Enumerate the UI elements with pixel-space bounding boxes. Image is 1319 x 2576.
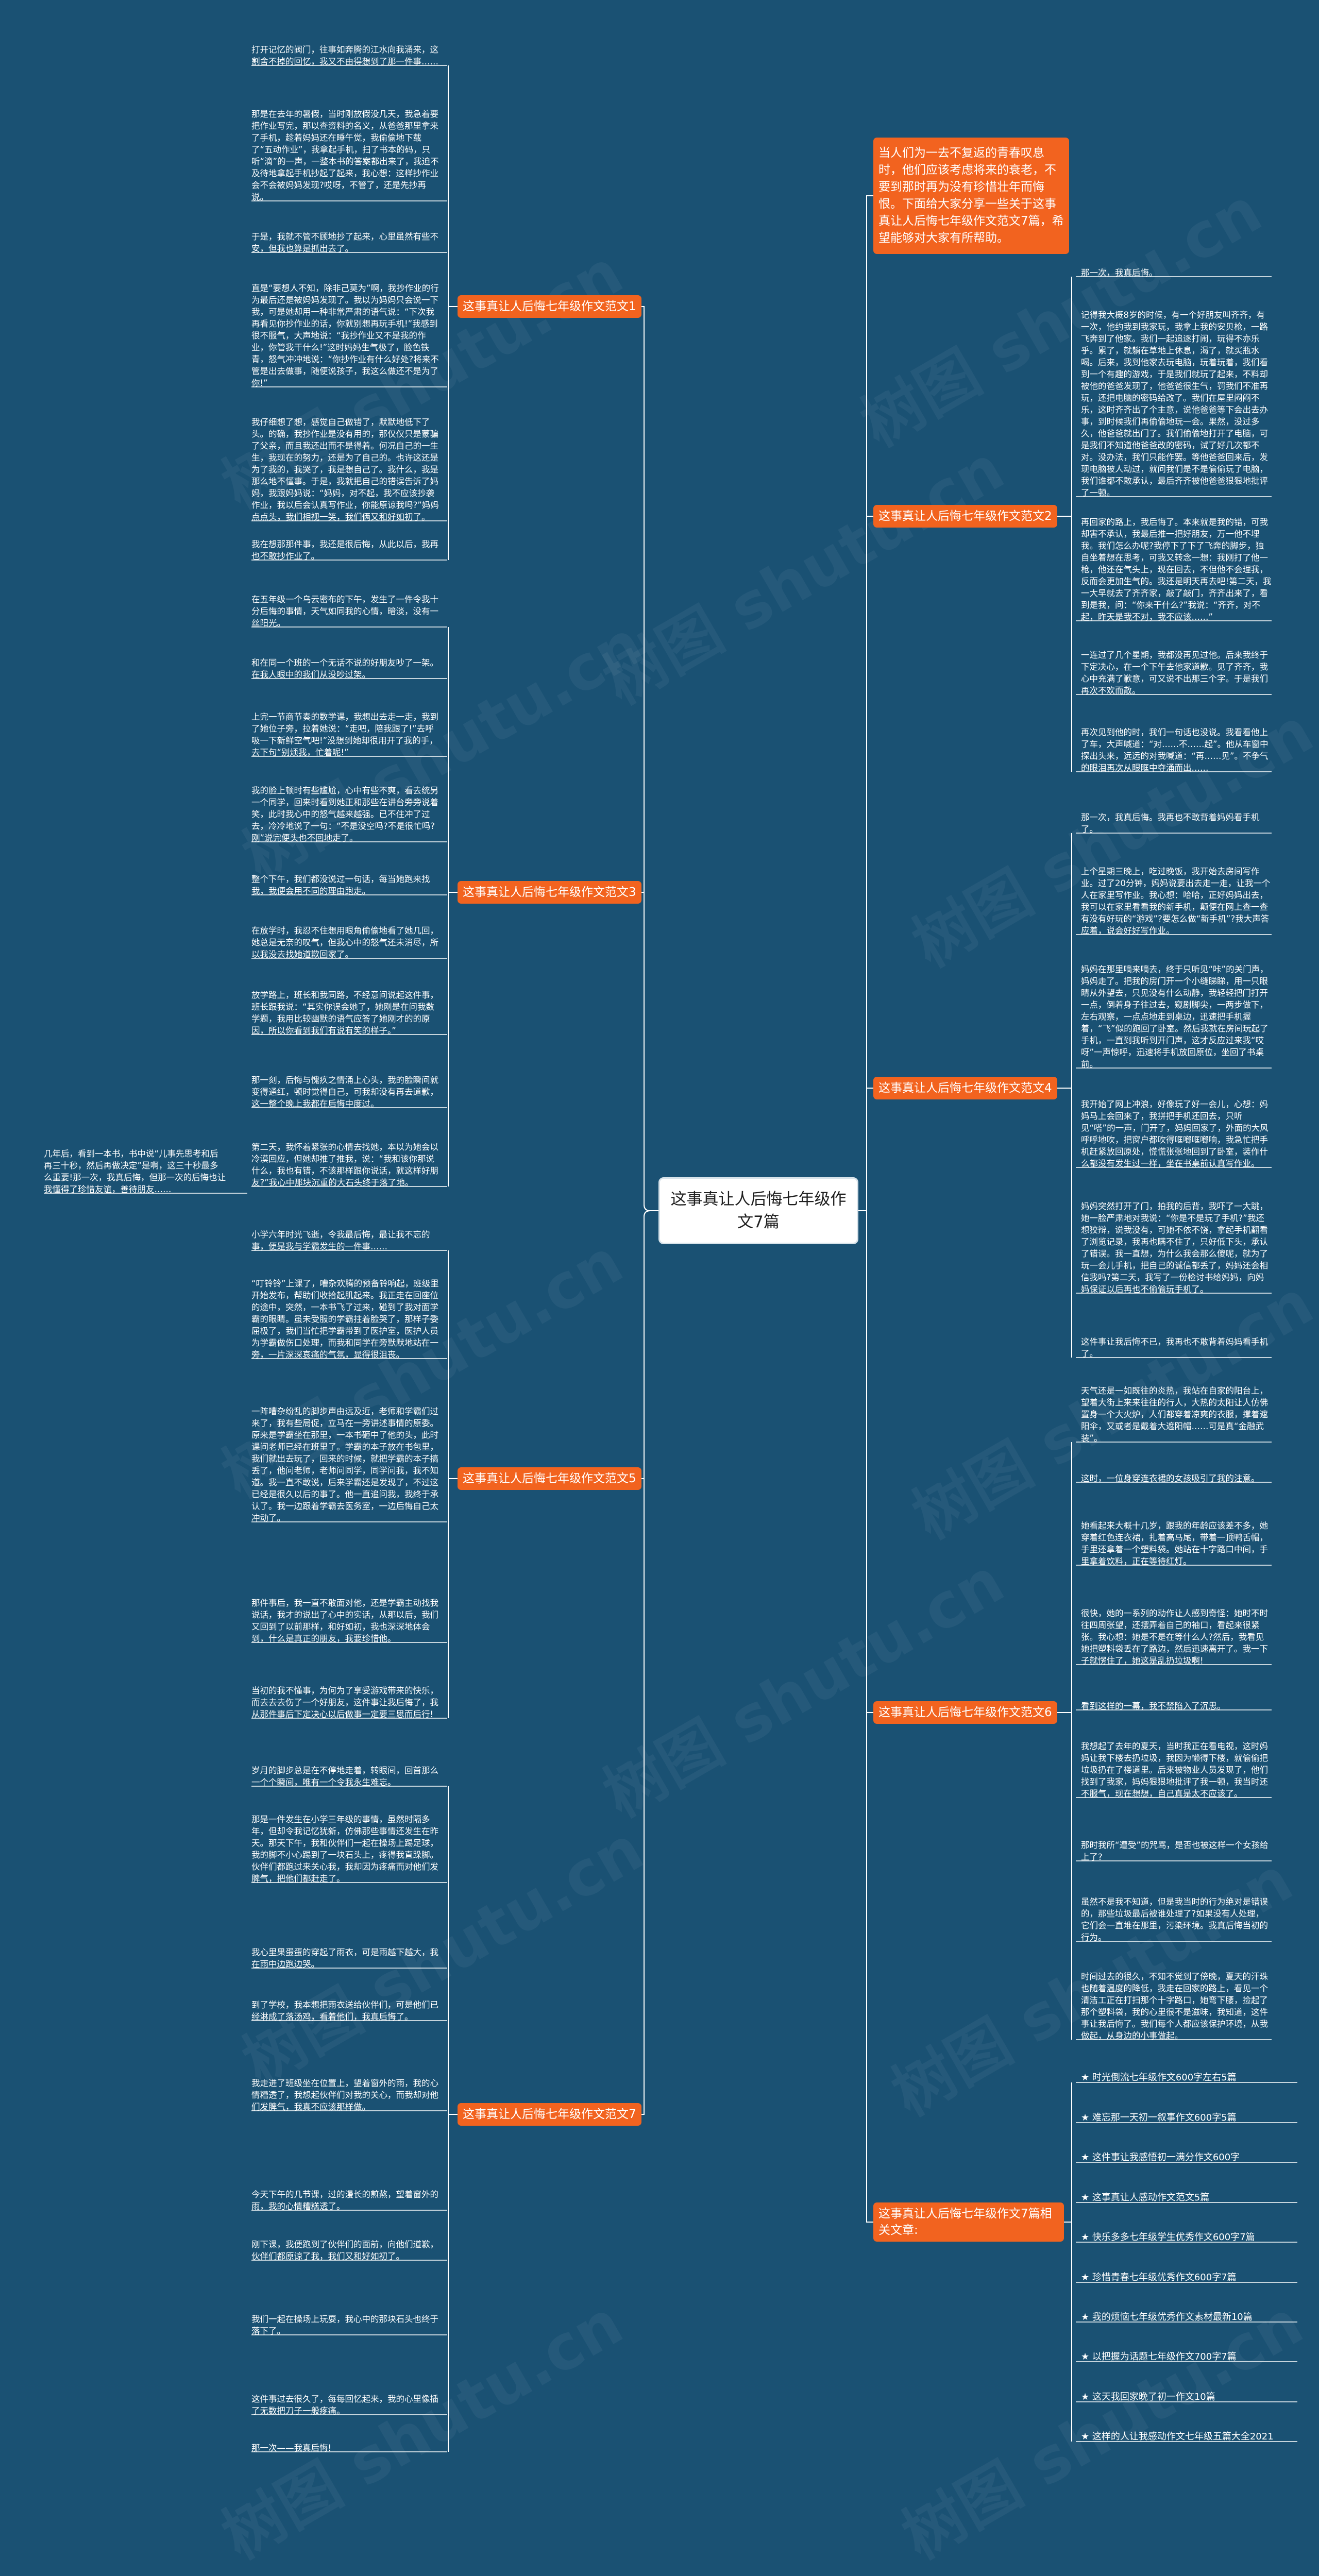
connector-line — [641, 892, 658, 1211]
connector-lines — [44, 65, 1297, 2452]
leaf-text: 那一刻，后悔与愧疚之情涌上心头，我的脸瞬间就变得通红，顿时觉得自己，可我却没有再… — [251, 1075, 438, 1109]
leaf-text: 我仔细想了想，感觉自己做错了，默默地低下了头。的确，我抄作业是没有用的，那仅仅只… — [251, 417, 439, 522]
leaf-text: 到了学校，我本想把雨衣送给伙伴们，可是他们已经淋成了落汤鸡，看着他们，我真后悔了… — [251, 2000, 438, 2022]
branch-essay-4[interactable]: 这事真让人后悔七年级作文范文4 — [873, 1077, 1057, 1099]
connector-line — [858, 516, 873, 1211]
leaf-text: 一连过了几个星期，我都没再见过他。后来我终于下定决心，在一个下午去他家道歉。见了… — [1081, 650, 1268, 696]
leaf-text: 很快，她的一系列的动作让人感到奇怪：她时不时往四周张望，还摆弄着自己的袖口，看起… — [1081, 1608, 1268, 1666]
leaf-text: 这时，一位身穿连衣裙的女孩吸引了我的注意。 — [1081, 1473, 1260, 1483]
leaf-text: 那一次，我真后悔。 — [1081, 268, 1158, 278]
leaf-text: 再回家的路上，我后悔了。本来就是我的错，可我却害不承认，我最后推一把好朋友，万一… — [1081, 517, 1272, 622]
related-article-link[interactable]: ★ 以把握为话题七年级作文700字7篇 — [1081, 2351, 1237, 2362]
root-topic[interactable]: 这事真让人后悔七年级作文7篇 — [658, 1177, 858, 1244]
leaf-text: 她看起来大概十几岁，跟我的年龄应该差不多，她穿着红色连衣裙，扎着高马尾，带着一顶… — [1081, 1521, 1268, 1566]
leaf-text: 和在同一个班的一个无话不说的好朋友吵了一架。在我人眼中的我们从没吵过架。 — [251, 658, 438, 680]
leaf-text: 我开始了网上冲浪，好像玩了好一会儿，心想：妈妈马上会回来了，我拼把手机还回去，只… — [1081, 1099, 1269, 1168]
branch-essay-2[interactable]: 这事真让人后悔七年级作文范文2 — [873, 505, 1057, 528]
branch-essay-1[interactable]: 这事真让人后悔七年级作文范文1 — [458, 295, 641, 318]
related-article-link[interactable]: ★ 这样的人让我感动作文七年级五篇大全2021 — [1081, 2431, 1274, 2442]
leaf-text: 在五年级一个乌云密布的下午，发生了一件令我十分后悔的事情，天气如同我的心情，暗淡… — [251, 595, 438, 628]
leaf-text: 在放学时，我忍不住想用眼角偷偷地看了她几回，她总是无奈的叹气，但我心中的怒气还未… — [251, 926, 438, 959]
leaf-text: 小学六年时光飞逝，令我最后悔，最让我不忘的事，便是我与学霸发生的一件事…… — [251, 1230, 430, 1251]
branch-essay-3[interactable]: 这事真让人后悔七年级作文范文3 — [458, 881, 641, 904]
leaf-text: 我心里果蛋蛋的穿起了雨衣，可是雨越下越大，我在雨中边跑边哭。 — [251, 1947, 438, 1969]
leaf-text: 那一次——我真后悔! — [251, 2443, 332, 2453]
leaf-text: 我在想那那件事，我还是很后悔，从此以后，我再也不敢抄作业了。 — [251, 539, 438, 561]
branch-essay-6[interactable]: 这事真让人后悔七年级作文范文6 — [873, 1701, 1057, 1724]
leaf-text: 这件事过去很久了，每每回忆起来，我的心里像插了无数把刀子一般疼痛。 — [251, 2394, 438, 2416]
related-article-link[interactable]: ★ 这天我回家晚了初一作文10篇 — [1081, 2392, 1215, 2402]
leaf-text: 岁月的脚步总是在不停地走着，转眼间，回首那么一个个瞬间，唯有一个令我永生难忘。 — [251, 1766, 438, 1787]
branch-related-articles[interactable]: 这事真让人后悔七年级作文7篇相关文章: — [873, 2202, 1064, 2242]
leaf-text: 那件事后，我一直不敢面对他，还是学霸主动找我说话，我才的说出了心中的实话，从那以… — [251, 1598, 438, 1643]
connector-line — [858, 1088, 873, 1211]
mindmap-canvas: 树图 shutu.cn 树图 shutu.cn 树图 shutu.cn 树图 shut… — [44, 45, 1319, 2573]
leaf-text: 这件事让我后悔不已，我再也不敢背着妈妈看手机了。 — [1081, 1337, 1268, 1359]
related-article-link[interactable]: ★ 我的烦恼七年级优秀作文素材最新10篇 — [1081, 2312, 1253, 2323]
related-article-link[interactable]: ★ 难忘那一天初一叙事作文600字5篇 — [1081, 2112, 1237, 2123]
leaf-text: 第二天，我怀着紧张的心情去找她，本以为她会以冷漠回应，但她却推了推我，说：“我和… — [251, 1142, 438, 1188]
intro-node[interactable]: 当人们为一去不复返的青春叹息时，他们应该考虑将来的衰老，不要到那时再为没有珍惜壮… — [873, 138, 1069, 254]
leaf-text: 于是，我就不管不顾地抄了起来，心里虽然有些不安，但我也算是抓出去了。 — [251, 232, 438, 253]
leaf-text: 当初的我不懂事，为何为了享受游戏带来的快乐，而去去去伤了一个好朋友，这件事让我后… — [251, 1686, 438, 1719]
leaf-text: 那是在去年的暑假，当时刚放假没几天，我急着要把作业写完，那以查资料的名义，从爸爸… — [251, 109, 439, 202]
leaf-text: 今天下午的几节课，过的漫长的煎熬，望着窗外的雨，我的心情糟糕透了。 — [251, 2190, 438, 2211]
connector-line — [641, 1210, 658, 2115]
leaf-text: 记得我大概8岁的时候，有一个好朋友叫齐齐，有一次，他约我到我家玩，我拿上我的安贝… — [1081, 310, 1268, 498]
leaf-text: 刚下课，我便跑到了伙伴们的面前，向他们道歉，伙伴们都原谅了我，我们又和好如初了。 — [251, 2240, 438, 2261]
related-article-link[interactable]: ★ 时光倒流七年级作文600字左右5篇 — [1081, 2072, 1237, 2083]
connector-line — [858, 195, 873, 1211]
leaf-text: 我想起了去年的夏天，当时我正在看电视，这时妈妈让我下楼去扔垃圾，我因为懒得下楼，… — [1081, 1741, 1268, 1799]
leaf-text: 上完一节商节奏的数学课，我想出去走一走，我到了她位子旁，拉着她说：“走吧，陪我跟… — [251, 712, 438, 757]
leaf-text: 虽然不是我不知道，但是我当时的行为绝对是错误的，那些垃圾最后被谁处理了?如果没有… — [1081, 1897, 1268, 1942]
leaf-text: 再次见到他的时，我们一句话也没说。我看看他上了车，大声喊道：“对……不……起”。… — [1081, 727, 1269, 773]
related-article-link[interactable]: ★ 快乐多多七年级学生优秀作文600字7篇 — [1081, 2232, 1255, 2243]
connector-line — [858, 1210, 873, 2223]
leaf-text: 我走进了班级坐在位置上，望着窗外的雨，我的心情糟透了，我想起伙伴们对我的关心，而… — [251, 2078, 438, 2112]
leaf-text: 那一次，我真后悔。我再也不敢背着妈妈看手机了。 — [1081, 812, 1260, 834]
related-article-link[interactable]: ★ 珍惜青春七年级优秀作文600字7篇 — [1081, 2272, 1237, 2283]
branch-essay-5[interactable]: 这事真让人后悔七年级作文范文5 — [458, 1467, 641, 1490]
leaf-text: “叮铃铃”上课了，嘈杂欢腾的预备铃响起，班级里开始发布，帮助们收拾起肌起来。我正… — [251, 1279, 439, 1360]
branch-essay-7[interactable]: 这事真让人后悔七年级作文范文7 — [458, 2103, 641, 2126]
leaf-text: 直是“要想人不知，除非己莫为”啊，我抄作业的行为最后还是被妈妈发现了。我以为妈妈… — [251, 283, 439, 388]
leaf-text: 那是一件发生在小学三年级的事情，虽然时隔多年，但却令我记忆犹新，仿佛那些事情还发… — [251, 1815, 438, 1884]
leaf-text: 打开记忆的阀门，往事如奔腾的江水向我涌来，这割舍不掉的回忆，我又不由得想到了那一… — [251, 45, 438, 66]
leaf-text: 妈妈突然打开了门，拍我的后背，我吓了一大跳，她一脸严肃地对我说：“你是不是玩了手… — [1081, 1201, 1268, 1294]
related-article-link[interactable]: ★ 这事真让人感动作文范文5篇 — [1081, 2192, 1210, 2203]
leaf-text: 上个星期三晚上，吃过晚饭，我开始去房间写作业。过了20分钟，妈妈说要出去走一走，… — [1081, 867, 1271, 936]
leaf-text: 时间过去的很久，不知不觉到了傍晚，夏天的汗珠也随着温度的降低，我走在回家的路上，… — [1081, 1972, 1268, 2041]
leaf-text: 我的脸上顿时有些尴尬，心中有些不爽，看去统另一个同学，回来时看到她正和那些在讲台… — [251, 786, 438, 843]
leaf-text: 整个下午，我们都没说过一句话，每当她跑来找我，我便会用不同的理由跑走。 — [251, 874, 430, 896]
leaf-text: 天气还是一如既往的炎热，我站在自家的阳台上，望着大街上来来往往的行人，大热的太阳… — [1081, 1386, 1268, 1443]
leaf-text: 一阵嘈杂纷乱的脚步声由远及近，老师和学霸们过来了，我有些局促，立马在一旁讲述事情… — [251, 1406, 438, 1523]
leaf-text: 放学路上，班长和我同路，不经意间说起这件事，班长跟我说：“其实你误会她了，她刚是… — [251, 990, 438, 1036]
leaf-text: 我们一起在操场上玩耍，我心中的那块石头也终于落下了。 — [251, 2314, 438, 2336]
leaf-text: 妈妈在那里嘀来嘀去，终于只听见“咔”的关门声，妈妈走了。把我的房门开一个小缝睇睇… — [1081, 964, 1269, 1069]
leaf-text: 看到这样的一幕，我不禁陷入了沉思。 — [1081, 1701, 1226, 1711]
leaf-text: 那时我所“遭受”的咒骂，是否也被这样一个女孩给上了? — [1081, 1840, 1269, 1862]
related-article-link[interactable]: ★ 这件事让我感悟初一满分作文600字 — [1081, 2152, 1240, 2163]
connector-line — [858, 1210, 873, 1713]
side-leaf: 几年后，看到一本书，书中说“儿事先思考和后再三十秒，然后再做决定”是啊，这三十秒… — [44, 1149, 226, 1194]
